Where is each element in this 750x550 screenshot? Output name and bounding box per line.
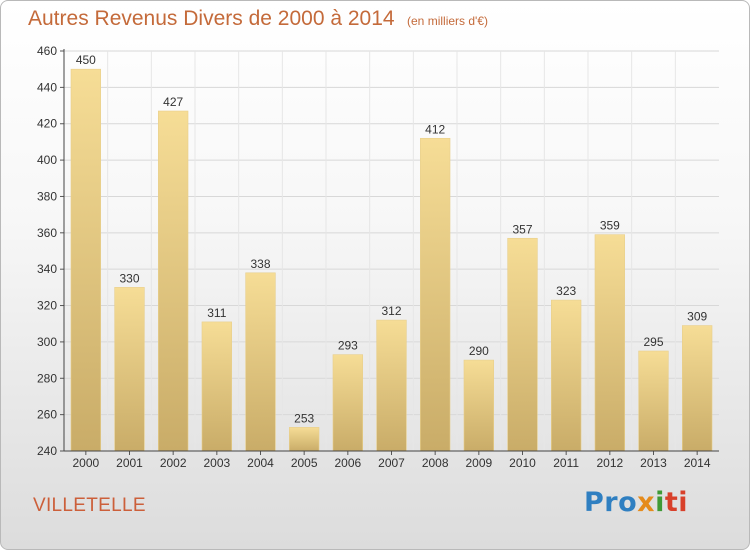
y-tick-label: 360 xyxy=(37,226,57,240)
x-tick-label: 2007 xyxy=(378,456,405,470)
x-tick-label: 2004 xyxy=(247,456,274,470)
bar xyxy=(158,110,189,452)
y-tick-label: 420 xyxy=(37,117,57,131)
logo-part-4: ti xyxy=(664,487,689,518)
chart-title-row: Autres Revenus Divers de 2000 à 2014 (en… xyxy=(28,7,488,31)
bar xyxy=(201,321,232,452)
data-label: 357 xyxy=(512,222,532,236)
bar xyxy=(420,137,451,452)
logo-part-2: x xyxy=(637,487,656,518)
bar xyxy=(551,299,582,452)
data-label: 309 xyxy=(687,310,707,324)
x-tick-label: 2013 xyxy=(640,456,667,470)
data-label: 323 xyxy=(556,284,576,298)
y-tick-label: 300 xyxy=(37,335,57,349)
x-tick-label: 2010 xyxy=(509,456,536,470)
x-tick-label: 2002 xyxy=(160,456,187,470)
commune-name: VILLETELLE xyxy=(33,495,146,516)
chart-subtitle: (en milliers d'€) xyxy=(407,14,488,28)
bar xyxy=(70,68,101,452)
y-tick-label: 240 xyxy=(37,444,57,458)
bars xyxy=(70,68,713,452)
data-label: 253 xyxy=(294,411,314,425)
y-tick-label: 380 xyxy=(37,189,57,203)
x-tick-label: 2001 xyxy=(116,456,143,470)
x-tick-label: 2005 xyxy=(291,456,318,470)
logo-part-3: i xyxy=(655,487,665,518)
y-tick-label: 280 xyxy=(37,371,57,385)
proxiti-logo[interactable]: Proxiti xyxy=(584,487,688,518)
data-label: 330 xyxy=(119,271,139,285)
data-label: 412 xyxy=(425,122,445,136)
y-tick-label: 460 xyxy=(37,44,57,58)
x-tick-label: 2011 xyxy=(553,456,579,470)
x-tick-label: 2003 xyxy=(203,456,230,470)
bar xyxy=(682,325,713,452)
bar xyxy=(594,234,625,452)
axes xyxy=(60,49,719,455)
bar xyxy=(463,359,494,452)
bar xyxy=(638,350,669,452)
x-tick-label: 2000 xyxy=(72,456,99,470)
x-tick-label: 2009 xyxy=(465,456,492,470)
data-label: 290 xyxy=(469,344,489,358)
data-label: 312 xyxy=(381,304,401,318)
data-label: 359 xyxy=(600,219,620,233)
y-tick-label: 400 xyxy=(37,153,57,167)
data-label: 338 xyxy=(250,257,270,271)
labels: 240 260 280 300 320 340 360 380 400 420 440 460 450 2… xyxy=(37,44,711,470)
data-label: 450 xyxy=(76,53,96,67)
data-label: 293 xyxy=(338,339,358,353)
data-label: 295 xyxy=(643,335,663,349)
x-tick-label: 2008 xyxy=(422,456,449,470)
y-tick-label: 260 xyxy=(37,408,57,422)
x-tick-label: 2012 xyxy=(596,456,623,470)
bar xyxy=(114,287,145,452)
y-tick-label: 440 xyxy=(37,80,57,94)
x-tick-label: 2014 xyxy=(684,456,711,470)
bar xyxy=(332,354,363,452)
logo-part-1: Pro xyxy=(584,487,638,518)
bar xyxy=(376,319,407,452)
y-tick-label: 340 xyxy=(37,262,57,276)
bar xyxy=(245,272,276,452)
bar xyxy=(289,427,320,452)
data-label: 427 xyxy=(163,95,183,109)
data-label: 311 xyxy=(207,306,226,320)
bar xyxy=(507,237,538,452)
y-tick-label: 320 xyxy=(37,299,57,313)
x-tick-label: 2006 xyxy=(334,456,361,470)
chart-title: Autres Revenus Divers de 2000 à 2014 xyxy=(28,7,395,30)
